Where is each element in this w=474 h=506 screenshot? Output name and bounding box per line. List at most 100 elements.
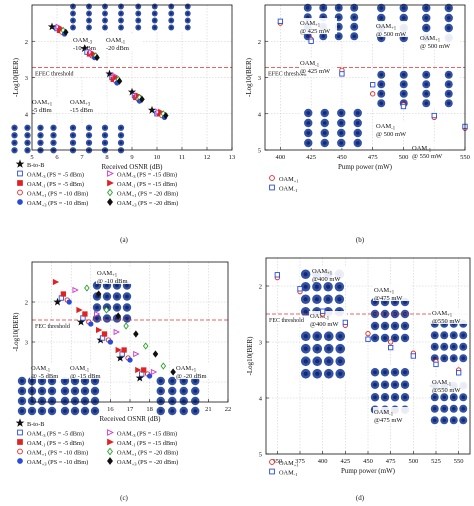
- constellation-core: [337, 284, 342, 289]
- constellation-core: [71, 126, 75, 130]
- constellation-label-mode: OAM+1: [432, 310, 453, 319]
- constellation-core: [326, 334, 331, 339]
- y-axis-label: -Log10(BER): [246, 336, 254, 376]
- constellation-core: [379, 101, 384, 106]
- constellation-label-bg: [309, 311, 347, 327]
- constellation-core: [73, 389, 77, 393]
- constellation-label-mode: OAM+1: [32, 99, 53, 108]
- constellation-label-mode: OAM+1: [376, 23, 397, 32]
- data-point: [94, 53, 100, 62]
- data-point: [308, 38, 314, 44]
- constellation-core: [393, 336, 397, 340]
- constellation-inset: [92, 280, 132, 324]
- constellation-core: [336, 5, 341, 10]
- legend-marker: [269, 468, 275, 475]
- constellation-core: [20, 409, 24, 413]
- legend-marker: [107, 188, 113, 197]
- data-point: [160, 362, 167, 370]
- legend-marker: [17, 429, 23, 436]
- constellation-core: [169, 26, 173, 29]
- x-tick-label: 12: [204, 154, 211, 161]
- x-tick-label: 9: [130, 154, 133, 161]
- constellation-core: [87, 133, 91, 137]
- constellation-label-mode: OAM-1: [412, 145, 432, 154]
- x-tick-label: 475: [386, 458, 396, 465]
- constellation-core: [373, 395, 377, 400]
- constellation-inset: [155, 376, 201, 416]
- constellation-label-mode: OAM-1: [376, 123, 396, 132]
- constellation-core: [95, 305, 99, 310]
- data-point: [365, 336, 371, 342]
- constellation-core: [303, 334, 308, 339]
- constellation-core: [321, 5, 326, 10]
- x-tick-label: 5: [30, 154, 33, 161]
- data-point: [88, 321, 94, 327]
- constellation-core: [87, 12, 91, 15]
- constellation-label-value: @ 500 mW: [420, 43, 451, 50]
- constellation-bg: [130, 3, 196, 31]
- constellation-core: [170, 389, 175, 393]
- constellation-core: [379, 91, 384, 96]
- constellation-core: [119, 133, 123, 137]
- data-point: [152, 350, 159, 358]
- legend-label: OAM+1 (PS = -10 dBm): [27, 450, 88, 458]
- constellation-core: [432, 395, 437, 400]
- constellation-core: [20, 389, 24, 393]
- constellation-core: [424, 6, 429, 10]
- constellation-core: [461, 333, 466, 338]
- data-point: [133, 350, 140, 358]
- y-tick-label: 3: [258, 75, 261, 82]
- constellation-label-mode: OAM-1: [374, 409, 394, 418]
- data-point: [121, 347, 127, 353]
- constellation-core: [442, 356, 447, 361]
- constellation-core: [136, 12, 140, 15]
- legend-marker: [107, 179, 114, 187]
- constellation-inset: [130, 3, 196, 31]
- data-point: [95, 290, 102, 298]
- constellation-core: [52, 126, 55, 130]
- threshold-label: FEC threshold: [35, 324, 70, 330]
- constellation-label-bg: [175, 363, 213, 379]
- constellation-core: [451, 344, 456, 349]
- constellation-inset: [65, 124, 129, 154]
- legend-label: OAM-3 (PS = -5 dBm): [27, 431, 84, 439]
- legend-marker: [107, 447, 113, 456]
- legend-marker: [269, 184, 275, 191]
- data-point: [76, 306, 83, 314]
- constellation-core: [379, 6, 384, 10]
- legend-label: OAM-1 (PS = -5 dBm): [27, 440, 84, 448]
- data-point: [82, 311, 88, 317]
- data-point: [133, 330, 139, 338]
- constellation-core: [71, 19, 75, 22]
- constellation-label-bg: [30, 363, 68, 379]
- constellation-core: [442, 418, 447, 423]
- constellation-core: [379, 36, 384, 40]
- constellation-core: [105, 294, 109, 299]
- data-point: [146, 373, 153, 379]
- constellation-core: [432, 406, 437, 411]
- constellation-core: [383, 324, 387, 328]
- constellation-core: [93, 389, 97, 393]
- constellation-core: [336, 15, 341, 20]
- y-tick-label: 5: [258, 148, 261, 155]
- constellation-core: [336, 34, 341, 39]
- constellation-core: [373, 370, 377, 375]
- constellation-core: [442, 333, 447, 338]
- threshold-label-bg: [34, 68, 92, 77]
- data-point: [431, 112, 437, 119]
- constellation-core: [71, 12, 75, 15]
- constellation-core: [136, 5, 140, 8]
- constellation-core: [393, 382, 397, 387]
- constellation-core: [338, 359, 343, 364]
- constellation-core: [306, 131, 311, 135]
- legend-marker: [15, 159, 25, 168]
- constellation-core: [181, 389, 186, 393]
- threshold-label-bg: [267, 68, 325, 77]
- constellation-core: [136, 26, 140, 29]
- constellation-core: [442, 344, 447, 349]
- constellation-core: [52, 141, 55, 145]
- constellation-core: [40, 379, 44, 383]
- x-tick-label: 10: [154, 154, 161, 161]
- data-point: [150, 368, 158, 376]
- constellation-core: [181, 379, 186, 383]
